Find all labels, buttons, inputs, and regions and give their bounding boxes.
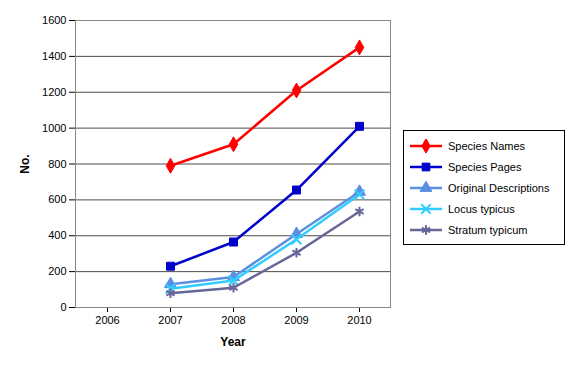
svg-text:2006: 2006 (95, 314, 119, 326)
svg-text:2009: 2009 (284, 314, 308, 326)
svg-text:Year: Year (220, 335, 246, 349)
svg-text:2010: 2010 (347, 314, 371, 326)
svg-text:2007: 2007 (158, 314, 182, 326)
svg-text:200: 200 (48, 265, 66, 277)
html-text:Original Descriptions: Original Descriptions (448, 181, 550, 194)
svg-text:1400: 1400 (42, 50, 66, 62)
svg-text:0: 0 (60, 301, 66, 313)
html-text:Species Names: Species Names (448, 139, 525, 152)
svg-text:800: 800 (48, 158, 66, 170)
svg-text:2008: 2008 (221, 314, 245, 326)
html-text:Locus typicus: Locus typicus (448, 202, 515, 215)
svg-text:1200: 1200 (42, 86, 66, 98)
svg-text:600: 600 (48, 193, 66, 205)
svg-text:No.: No. (18, 154, 32, 173)
html-text:Species Pages: Species Pages (448, 160, 522, 173)
svg-text:1600: 1600 (42, 14, 66, 26)
html-text:Stratum typicum: Stratum typicum (448, 223, 528, 236)
svg-text:400: 400 (48, 229, 66, 241)
svg-text:1000: 1000 (42, 122, 66, 134)
